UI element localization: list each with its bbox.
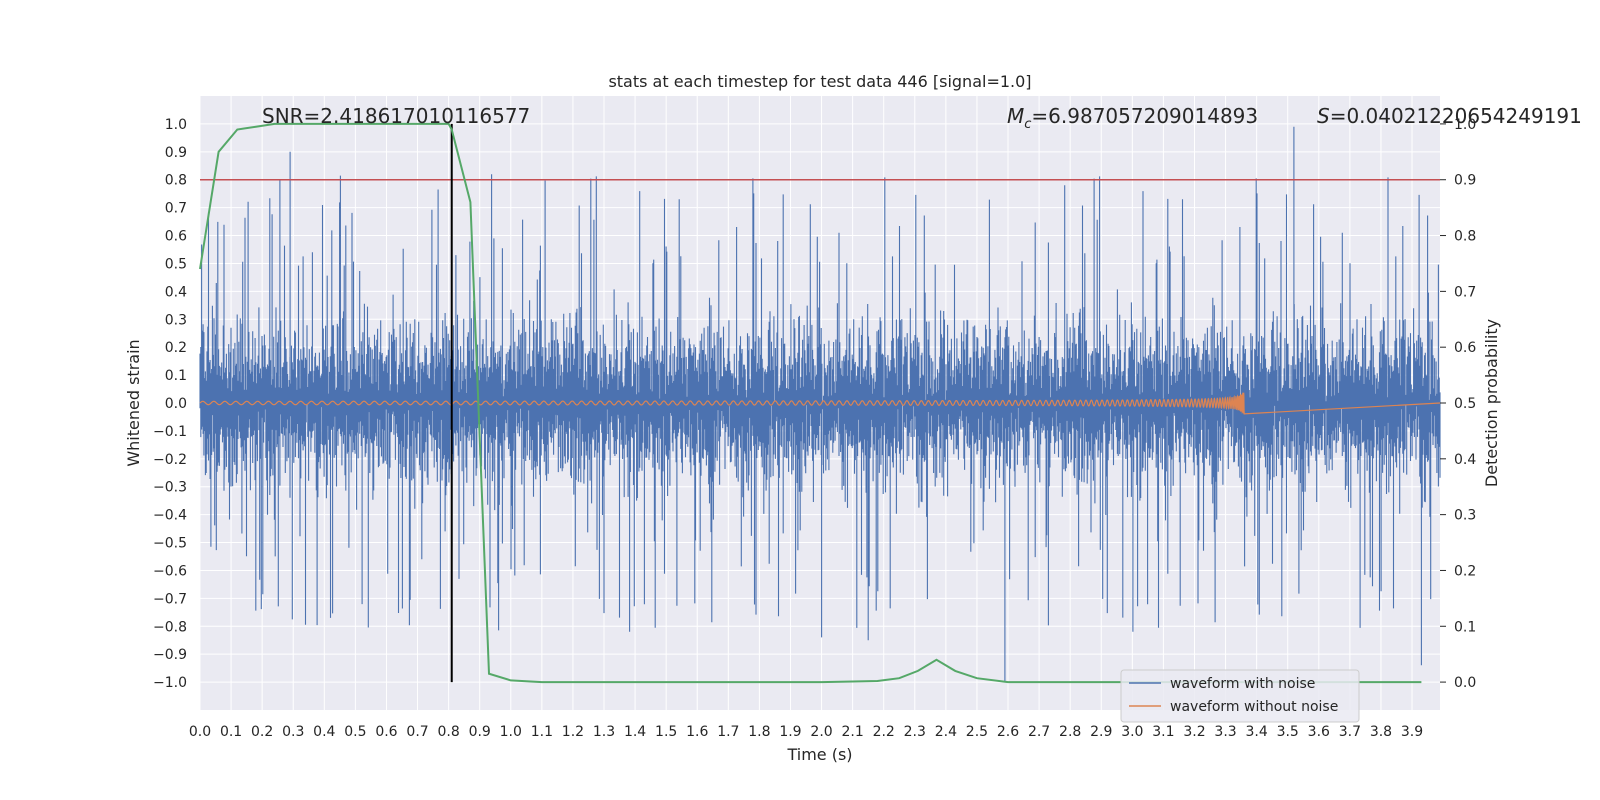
legend-box — [1120, 669, 1360, 723]
x-tick-label: 3.9 — [1401, 724, 1423, 740]
x-tick-label: 2.7 — [1028, 724, 1050, 740]
x-tick-label: 0.2 — [251, 724, 273, 740]
y2-tick-label: 0.3 — [1454, 508, 1476, 524]
x-tick-label: 3.8 — [1370, 724, 1392, 740]
y-tick-label: 0.4 — [165, 284, 187, 300]
y2-tick-labels: 1.0 0.9 0.8 0.7 0.6 0.5 0.4 0.3 0.2 0.1 0.0 — [1440, 117, 1476, 691]
y-tick-label: −1.0 — [153, 675, 187, 691]
x-tick-label: 1.7 — [717, 724, 739, 740]
y2-tick-label: 0.0 — [1454, 675, 1476, 691]
y-tick-label: 0.9 — [165, 145, 187, 161]
x-tick-label: 2.6 — [997, 724, 1019, 740]
snr-annotation: SNR=2.418617010116577 — [262, 104, 530, 128]
x-axis-label: Time (s) — [786, 745, 852, 764]
y-tick-label: 0.3 — [165, 312, 187, 328]
legend-label-noise: waveform with noise — [1170, 676, 1315, 692]
probability-series-line — [199, 122, 1422, 684]
noise-series — [199, 126, 1441, 683]
y-tick-label: 0.5 — [165, 256, 187, 272]
s-annotation: S=0.04021220654249191 — [1317, 104, 1582, 128]
y-tick-label: 0.6 — [165, 229, 187, 245]
y2-tick-label: 0.5 — [1454, 396, 1476, 412]
y-tick-label: 1.0 — [165, 117, 187, 133]
legend: waveform with noise waveform without noi… — [1120, 669, 1360, 723]
x-tick-label: 2.0 — [810, 724, 832, 740]
x-tick-label: 3.3 — [1214, 724, 1236, 740]
y2-tick-label: 0.9 — [1454, 173, 1476, 189]
mc-symbol: M — [1007, 104, 1024, 128]
x-tick-label: 0.7 — [406, 724, 428, 740]
y-tick-label: 0.1 — [165, 368, 187, 384]
y2-tick-label: 0.6 — [1454, 340, 1476, 356]
x-tick-label: 3.2 — [1183, 724, 1205, 740]
x-tick-label: 1.0 — [500, 724, 522, 740]
y-tick-label: −0.4 — [153, 508, 187, 524]
x-tick-label: 2.1 — [841, 724, 863, 740]
mc-value: =6.987057209014893 — [1031, 104, 1258, 128]
x-tick-label: 1.2 — [562, 724, 584, 740]
x-tick-label: 0.9 — [469, 724, 491, 740]
x-tick-label: 2.4 — [935, 724, 957, 740]
y2-tick-label: 0.8 — [1454, 229, 1476, 245]
y-tick-label: 0.8 — [165, 173, 187, 189]
y-tick-label: 0.2 — [165, 340, 187, 356]
x-tick-label: 3.4 — [1246, 724, 1268, 740]
y-tick-labels: 1.0 0.9 0.8 0.7 0.6 0.5 0.4 0.3 0.2 0.1 0.0 −0.1 −0.… — [153, 117, 187, 691]
y-tick-label: −0.7 — [153, 591, 187, 607]
x-tick-label: 1.3 — [593, 724, 615, 740]
x-tick-label: 1.6 — [686, 724, 708, 740]
s-symbol: S — [1317, 104, 1330, 128]
y-tick-label: −0.6 — [153, 563, 187, 579]
mc-subscript: c — [1024, 117, 1031, 132]
chart-title: stats at each timestep for test data 446… — [608, 72, 1031, 91]
y2-tick-label: 0.4 — [1454, 452, 1476, 468]
chirp-series-line — [199, 392, 1441, 415]
y2-tick-label: 1.0 — [1454, 117, 1476, 133]
y-tick-label: −0.3 — [153, 480, 187, 496]
x-tick-label: 2.5 — [966, 724, 988, 740]
x-tick-label: 0.4 — [313, 724, 335, 740]
x-tick-label: 2.9 — [1090, 724, 1112, 740]
y2-axis-label: Detection probability — [1482, 319, 1501, 487]
x-tick-label: 0.5 — [344, 724, 366, 740]
y-tick-label: −0.9 — [153, 647, 187, 663]
x-tick-label: 3.5 — [1277, 724, 1299, 740]
s-value: =0.04021220654249191 — [1330, 104, 1582, 128]
x-tick-label: 1.1 — [531, 724, 553, 740]
y-tick-label: 0.0 — [165, 396, 187, 412]
x-tick-label: 2.8 — [1059, 724, 1081, 740]
mc-annotation: Mc=6.987057209014893 — [1007, 104, 1258, 132]
x-tick-label: 1.5 — [655, 724, 677, 740]
x-tick-label: 3.7 — [1339, 724, 1361, 740]
x-tick-label: 3.0 — [1121, 724, 1143, 740]
y-axis-label: Whitened strain — [124, 339, 143, 466]
x-tick-label: 1.4 — [624, 724, 646, 740]
y-tick-label: −0.1 — [153, 424, 187, 440]
y-tick-label: −0.5 — [153, 536, 187, 552]
noise-series-line — [199, 126, 1441, 683]
legend-label-clean: waveform without noise — [1170, 699, 1338, 715]
x-tick-label: 1.9 — [779, 724, 801, 740]
y-tick-label: 0.7 — [165, 201, 187, 217]
x-tick-label: 0.3 — [282, 724, 304, 740]
x-tick-labels: 0.0 0.1 0.2 0.3 0.4 0.5 0.6 0.7 0.8 0.9 1.0 1.1 1.2 1… — [189, 724, 1423, 740]
x-tick-label: 0.8 — [437, 724, 459, 740]
y2-tick-label: 0.7 — [1454, 284, 1476, 300]
x-tick-label: 0.0 — [189, 724, 211, 740]
x-tick-label: 3.6 — [1308, 724, 1330, 740]
x-tick-label: 2.3 — [904, 724, 926, 740]
x-tick-label: 1.8 — [748, 724, 770, 740]
y-tick-label: −0.2 — [153, 452, 187, 468]
x-tick-label: 3.1 — [1152, 724, 1174, 740]
y-tick-label: −0.8 — [153, 619, 187, 635]
x-tick-label: 2.2 — [873, 724, 895, 740]
x-tick-label: 0.6 — [375, 724, 397, 740]
x-tick-label: 0.1 — [220, 724, 242, 740]
y2-tick-label: 0.2 — [1454, 563, 1476, 579]
y2-tick-label: 0.1 — [1454, 619, 1476, 635]
